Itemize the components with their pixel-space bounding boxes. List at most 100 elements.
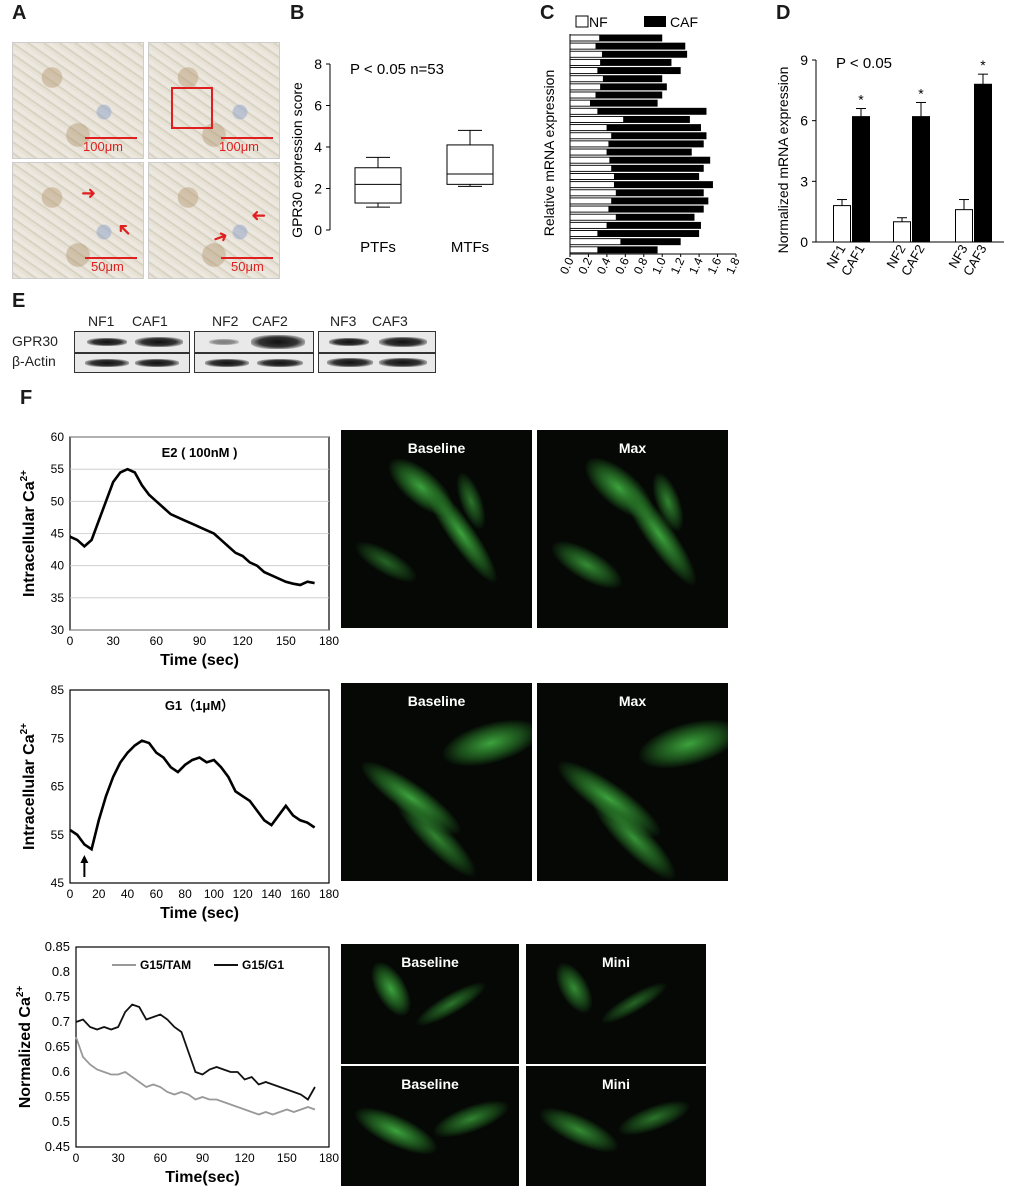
fluo-title: Mini — [602, 954, 630, 970]
line-chart-f2: 45 55 65 75 85 0 20 40 60 80 100 120 140 160 180 G1（1μM… — [19, 683, 339, 922]
bar-nf — [569, 67, 598, 74]
ihc-image-1: 100μm — [12, 42, 144, 159]
significance-star: * — [918, 85, 924, 101]
fluo-title: Baseline — [401, 954, 459, 970]
fluo-block-baseline-1: Baseline — [341, 944, 519, 1064]
bar-caf — [570, 140, 704, 148]
x-tick-label: 60 — [154, 1151, 168, 1165]
x-tick-label: 0.8 — [631, 255, 651, 276]
bar-nf — [569, 230, 598, 237]
bar-nf — [569, 91, 597, 99]
x-tick-label: 1.0 — [649, 255, 669, 276]
series-line-g15-tam — [75, 1036, 316, 1116]
series-line-trace — [69, 739, 316, 852]
red-arrow-icon: ➜ — [81, 183, 97, 203]
bar-nf — [569, 148, 608, 156]
y-axis-label: Normalized mRNA expression — [775, 67, 791, 254]
bar-nf — [569, 165, 612, 172]
bar-chart-c: NF CAF Relative mRNA expression 0.00.20.… — [541, 14, 743, 276]
x-tick-label: 0.2 — [575, 255, 595, 276]
x-tick-label: 90 — [196, 1151, 210, 1165]
x-tick-label: 30 — [111, 1151, 125, 1165]
x-tick-label: 1.8 — [723, 255, 743, 276]
y-tick-label: 0.6 — [52, 1064, 70, 1079]
x-tick-label: 1.2 — [668, 255, 688, 276]
y-tick-label: 4 — [314, 139, 322, 155]
bar-nf3 — [955, 209, 973, 243]
x-axis-label: Time (sec) — [160, 652, 239, 669]
ihc-image-2: 100μm — [148, 42, 280, 159]
bar-caf — [570, 75, 663, 83]
y-tick-label: 0 — [800, 234, 808, 250]
panel-label-b: B — [290, 2, 305, 24]
x-tick-label: 180 — [319, 1151, 339, 1165]
bar-caf — [570, 181, 713, 189]
x-tick-label: 80 — [178, 887, 192, 901]
y-axis-label: GPR30 expression score — [289, 82, 305, 238]
y-tick-label: 65 — [51, 780, 65, 794]
bar-nf — [569, 214, 617, 221]
bar-nf2 — [893, 221, 911, 243]
y-axis-label: Normalized Ca2+ — [15, 986, 34, 1109]
y-tick-label: 2 — [314, 181, 322, 197]
bar-caf — [570, 164, 704, 172]
fluo-block-baseline-2: Baseline — [341, 1066, 519, 1186]
ihc-image-4: ➜ ➜ 50μm — [148, 162, 280, 279]
y-tick-label: 0.75 — [45, 989, 70, 1004]
bar-caf — [570, 213, 695, 221]
bar-caf3 — [974, 83, 992, 243]
scale-bar-label: 50μm — [91, 259, 124, 274]
y-tick-label: 55 — [51, 828, 65, 842]
box-mtfs — [446, 129, 494, 187]
bar-nf — [569, 140, 610, 148]
fluo-block-mini-2: Mini — [526, 1066, 706, 1186]
y-tick-label: 60 — [51, 430, 65, 444]
bar-nf — [569, 34, 600, 42]
fluo-title: Baseline — [401, 1076, 459, 1092]
red-arrow-icon: ➜ — [251, 206, 267, 226]
y-tick-label: 75 — [51, 731, 65, 745]
x-tick-label: 0.0 — [557, 255, 577, 276]
scale-bar-label: 50μm — [231, 259, 264, 274]
bar-caf — [570, 148, 692, 156]
bar-caf — [570, 156, 711, 164]
legend-label: G15/TAM — [140, 958, 191, 972]
panel-label-c: C — [540, 2, 555, 24]
blot-row-label-gpr30: GPR30 — [12, 333, 58, 349]
y-tick-label: 0.7 — [52, 1014, 70, 1029]
bar-nf — [569, 238, 622, 245]
bar-caf — [570, 197, 709, 205]
y-tick-label: 0.45 — [45, 1139, 70, 1154]
x-tick-label: 100 — [204, 887, 224, 901]
y-tick-label: 8 — [314, 56, 322, 72]
blot-actin-3 — [318, 353, 436, 373]
x-tick-label: 1.6 — [705, 255, 725, 276]
bar-caf — [570, 132, 707, 140]
significance-star: * — [858, 92, 864, 108]
chart-title: E2 ( 100nM ) — [162, 445, 238, 460]
fluo-title: Max — [618, 440, 647, 456]
line-chart-f3: 0.45 0.5 0.55 0.6 0.65 0.7 0.75 0.8 0.85 0 30 60 90 1… — [15, 939, 339, 1186]
bar-caf — [570, 205, 704, 213]
box-iqr — [354, 167, 402, 204]
legend-nf-swatch — [575, 15, 589, 28]
bar-caf — [570, 34, 663, 42]
y-tick-label: 45 — [51, 876, 65, 890]
y-tick-label: 0.65 — [45, 1039, 70, 1054]
plot-area — [75, 946, 330, 1148]
blot-gpr30-3 — [318, 331, 436, 353]
bar-caf — [570, 107, 707, 115]
x-axis-label: Time (sec) — [160, 905, 239, 922]
y-tick-label: 35 — [51, 591, 65, 605]
x-tick-label: 90 — [193, 634, 207, 648]
bar-caf — [570, 50, 688, 58]
bar-nf — [569, 59, 601, 66]
y-tick-label: 45 — [51, 527, 65, 541]
annotation: P < 0.05 n=53 — [350, 61, 444, 78]
y-tick-label: 0 — [314, 222, 322, 238]
legend-caf-swatch — [644, 16, 666, 27]
bar-nf — [569, 173, 615, 180]
panel-label-f: F — [20, 387, 33, 409]
fluo-e2-baseline: Baseline — [341, 430, 532, 628]
